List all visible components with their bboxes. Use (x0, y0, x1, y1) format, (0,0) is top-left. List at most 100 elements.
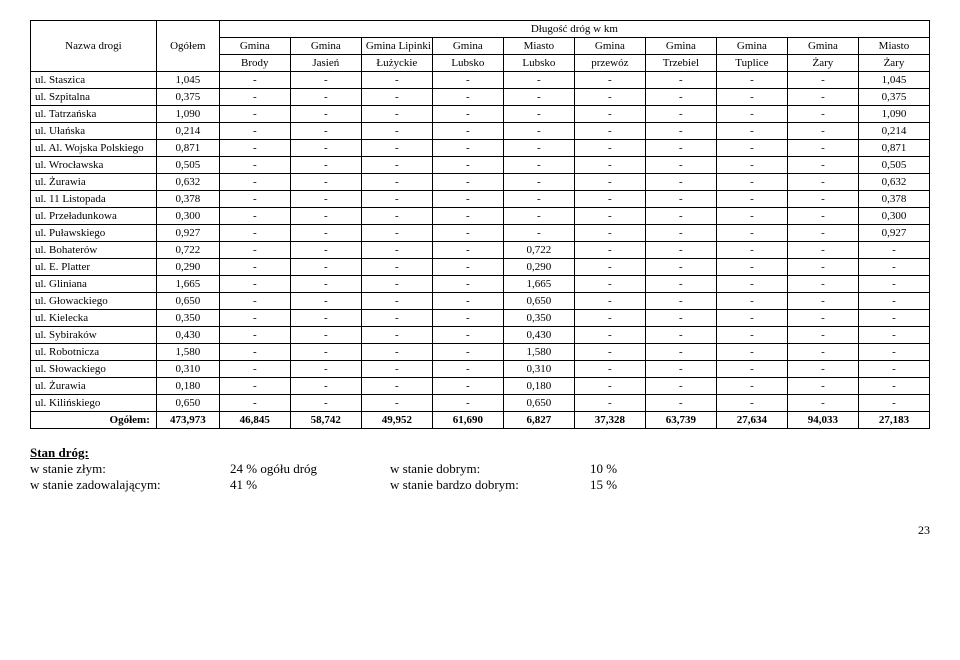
title-header: Długość dróg w km (219, 21, 929, 38)
totals-row: Ogółem:473,97346,84558,74249,95261,6906,… (31, 412, 930, 429)
cell: 0,650 (156, 293, 219, 310)
table-row: ul. Głowackiego0,650----0,650----- (31, 293, 930, 310)
cell: - (716, 361, 787, 378)
table-row: ul. Kilińskiego0,650----0,650----- (31, 395, 930, 412)
cell: - (574, 327, 645, 344)
cell: - (432, 395, 503, 412)
cell: - (361, 72, 432, 89)
cell: - (219, 293, 290, 310)
cell: - (645, 395, 716, 412)
cell: 0,650 (156, 395, 219, 412)
cell: - (361, 157, 432, 174)
cell: - (361, 310, 432, 327)
col-group-bottom: Tuplice (716, 55, 787, 72)
cell: - (432, 89, 503, 106)
table-row: ul. E. Platter0,290----0,290----- (31, 259, 930, 276)
col-group-top: Gmina (432, 38, 503, 55)
cell: - (361, 361, 432, 378)
cell: - (787, 310, 858, 327)
table-row: ul. Żurawia0,632---------0,632 (31, 174, 930, 191)
cell: 0,871 (156, 140, 219, 157)
table-row: ul. Tatrzańska1,090---------1,090 (31, 106, 930, 123)
road-name: ul. Tatrzańska (31, 106, 157, 123)
cell: 0,350 (156, 310, 219, 327)
cell: - (645, 208, 716, 225)
table-row: ul. Szpitalna0,375---------0,375 (31, 89, 930, 106)
cell: - (361, 123, 432, 140)
cell: - (361, 140, 432, 157)
cell: - (645, 225, 716, 242)
cell: - (858, 378, 929, 395)
cell: - (574, 361, 645, 378)
cell: - (574, 378, 645, 395)
col-group-bottom: przewóz (574, 55, 645, 72)
cell: 0,722 (156, 242, 219, 259)
cell: - (432, 310, 503, 327)
cell: - (858, 293, 929, 310)
cell: - (361, 89, 432, 106)
cell: - (290, 72, 361, 89)
totals-cell: 27,183 (858, 412, 929, 429)
cell: - (858, 327, 929, 344)
cell: - (432, 106, 503, 123)
cell: - (574, 276, 645, 293)
table-row: ul. Puławskiego0,927---------0,927 (31, 225, 930, 242)
totals-label: Ogółem: (31, 412, 157, 429)
cell: - (645, 123, 716, 140)
col-group-top: Gmina (290, 38, 361, 55)
cell: - (290, 89, 361, 106)
cell: - (574, 208, 645, 225)
cell: 0,350 (503, 310, 574, 327)
cell: - (432, 344, 503, 361)
cell: - (787, 327, 858, 344)
cell: - (858, 361, 929, 378)
cell: - (432, 293, 503, 310)
cell: - (574, 89, 645, 106)
cell: 0,290 (156, 259, 219, 276)
cell: - (219, 259, 290, 276)
roads-table: Nazwa drogi Ogółem Długość dróg w km Gmi… (30, 20, 930, 429)
road-name: ul. Kilińskiego (31, 395, 157, 412)
cell: - (503, 225, 574, 242)
cell: - (574, 293, 645, 310)
cell: - (574, 242, 645, 259)
cell: - (432, 174, 503, 191)
cell: - (716, 310, 787, 327)
cell: 0,290 (503, 259, 574, 276)
cell: - (361, 378, 432, 395)
cell: - (361, 106, 432, 123)
cell: - (290, 293, 361, 310)
footer-heading: Stan dróg: (30, 445, 930, 461)
cell: - (645, 310, 716, 327)
table-row: ul. Al. Wojska Polskiego0,871---------0,… (31, 140, 930, 157)
cell: - (645, 259, 716, 276)
cell: - (361, 191, 432, 208)
cell: - (858, 395, 929, 412)
cell: - (219, 191, 290, 208)
cell: - (432, 157, 503, 174)
cell: - (219, 106, 290, 123)
cell: - (219, 174, 290, 191)
cell: 0,650 (503, 293, 574, 310)
cell: 0,927 (858, 225, 929, 242)
cell: - (716, 259, 787, 276)
col-group-bottom: Trzebiel (645, 55, 716, 72)
cell: - (716, 157, 787, 174)
cell: - (219, 157, 290, 174)
cell: - (787, 259, 858, 276)
cell: 1,580 (503, 344, 574, 361)
cell: - (361, 225, 432, 242)
cell: - (290, 361, 361, 378)
road-name: ul. E. Platter (31, 259, 157, 276)
cell: 0,375 (156, 89, 219, 106)
cell: 0,430 (503, 327, 574, 344)
cell: - (503, 106, 574, 123)
cell: - (574, 123, 645, 140)
cell: - (787, 225, 858, 242)
cell: - (432, 191, 503, 208)
page-number: 23 (30, 523, 930, 538)
cell: - (716, 208, 787, 225)
cell: - (219, 140, 290, 157)
col-group-top: Gmina (574, 38, 645, 55)
col-group-bottom: Łużyckie (361, 55, 432, 72)
